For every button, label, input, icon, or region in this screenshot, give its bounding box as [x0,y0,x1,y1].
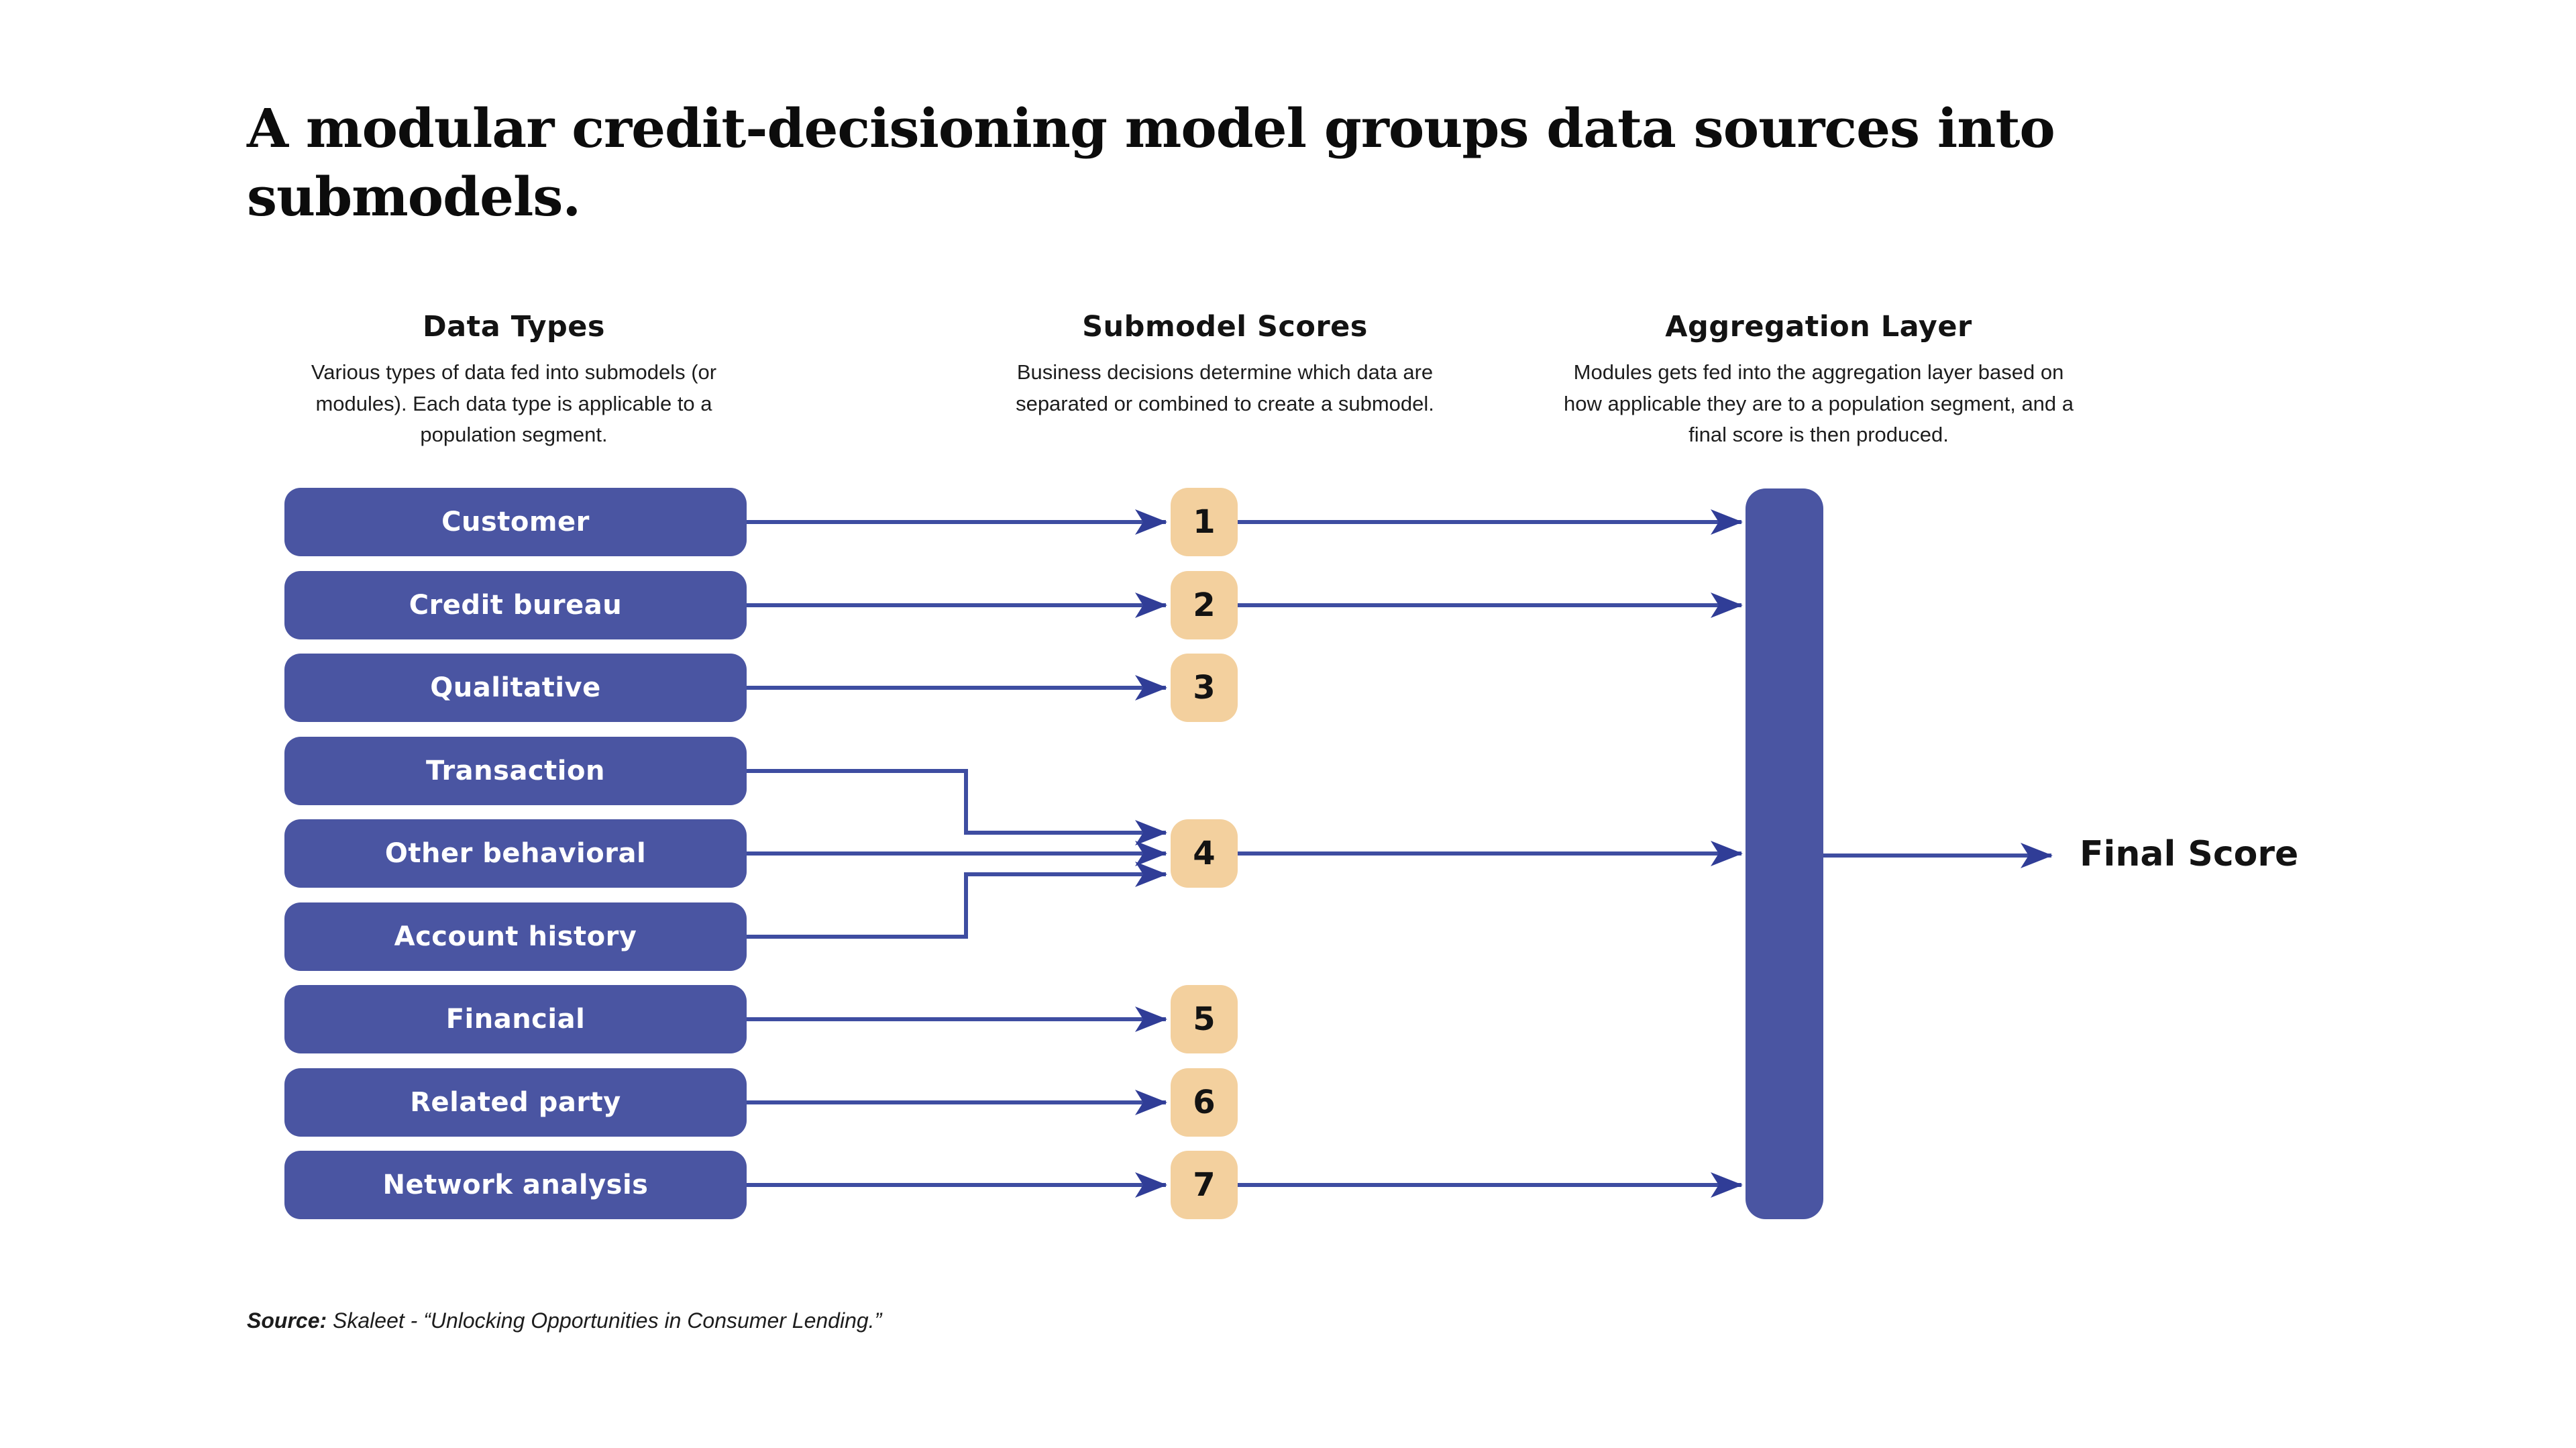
data-type-label: Customer [441,507,590,537]
data-type-box-credit-bureau: Credit bureau [284,571,747,639]
aggregation-layer-description: Modules gets fed into the aggregation la… [1563,360,2074,446]
submodel-score-number: 6 [1193,1084,1216,1121]
submodel-score-number: 1 [1193,503,1216,541]
data-type-label: Related party [410,1087,621,1118]
data-type-label: Other behavioral [384,838,647,869]
data-types-description: Various types of data fed into submodels… [311,360,717,446]
aggregation-layer-heading: Aggregation Layer [1665,310,1972,344]
submodel-score-box-5: 5 [1171,985,1238,1053]
data-type-box-financial: Financial [284,985,747,1053]
submodel-score-box-7: 7 [1171,1151,1238,1219]
column-header-submodel-scores: Submodel Scores Business decisions deter… [983,310,1467,419]
data-type-box-transaction: Transaction [284,737,747,805]
data-type-label: Network analysis [382,1170,649,1200]
data-type-label: Qualitative [430,672,601,703]
submodel-score-number: 5 [1193,1000,1216,1038]
data-type-box-network-analysis: Network analysis [284,1151,747,1219]
data-type-box-qualitative: Qualitative [284,654,747,722]
data-type-box-related-party: Related party [284,1068,747,1137]
submodel-score-box-4: 4 [1171,819,1238,888]
connector-account-history-to-submodel-4 [747,862,1167,939]
submodel-score-box-6: 6 [1171,1068,1238,1137]
final-score-label: Final Score [2080,834,2299,874]
data-type-box-customer: Customer [284,488,747,556]
column-header-data-types: Data Types Various types of data fed int… [272,310,756,451]
submodel-score-number: 7 [1193,1166,1216,1204]
aggregation-layer-bar [1746,488,1823,1219]
data-type-label: Financial [445,1004,586,1035]
column-header-aggregation-layer: Aggregation Layer Modules gets fed into … [1554,310,2084,451]
page-title: A modular credit-decisioning model group… [247,97,2055,229]
submodel-score-number: 3 [1193,669,1216,707]
data-type-label: Account history [394,921,637,952]
submodel-scores-heading: Submodel Scores [1082,310,1368,344]
submodel-score-box-3: 3 [1171,654,1238,722]
connector-transaction-to-submodel-4 [747,769,1167,845]
data-type-label: Transaction [426,756,605,786]
source-text: Skaleet - “Unlocking Opportunities in Co… [327,1308,882,1333]
submodel-scores-description: Business decisions determine which data … [1016,360,1434,415]
source-prefix: Source: [247,1308,327,1333]
submodel-score-box-1: 1 [1171,488,1238,556]
data-type-box-account-history: Account history [284,902,747,971]
data-type-box-other-behavioral: Other behavioral [284,819,747,888]
source-citation: Source: Skaleet - “Unlocking Opportuniti… [247,1308,881,1333]
data-type-label: Credit bureau [409,590,623,621]
submodel-score-number: 2 [1193,586,1216,624]
submodel-score-number: 4 [1193,835,1216,872]
data-types-heading: Data Types [422,310,606,344]
submodel-score-box-2: 2 [1171,571,1238,639]
